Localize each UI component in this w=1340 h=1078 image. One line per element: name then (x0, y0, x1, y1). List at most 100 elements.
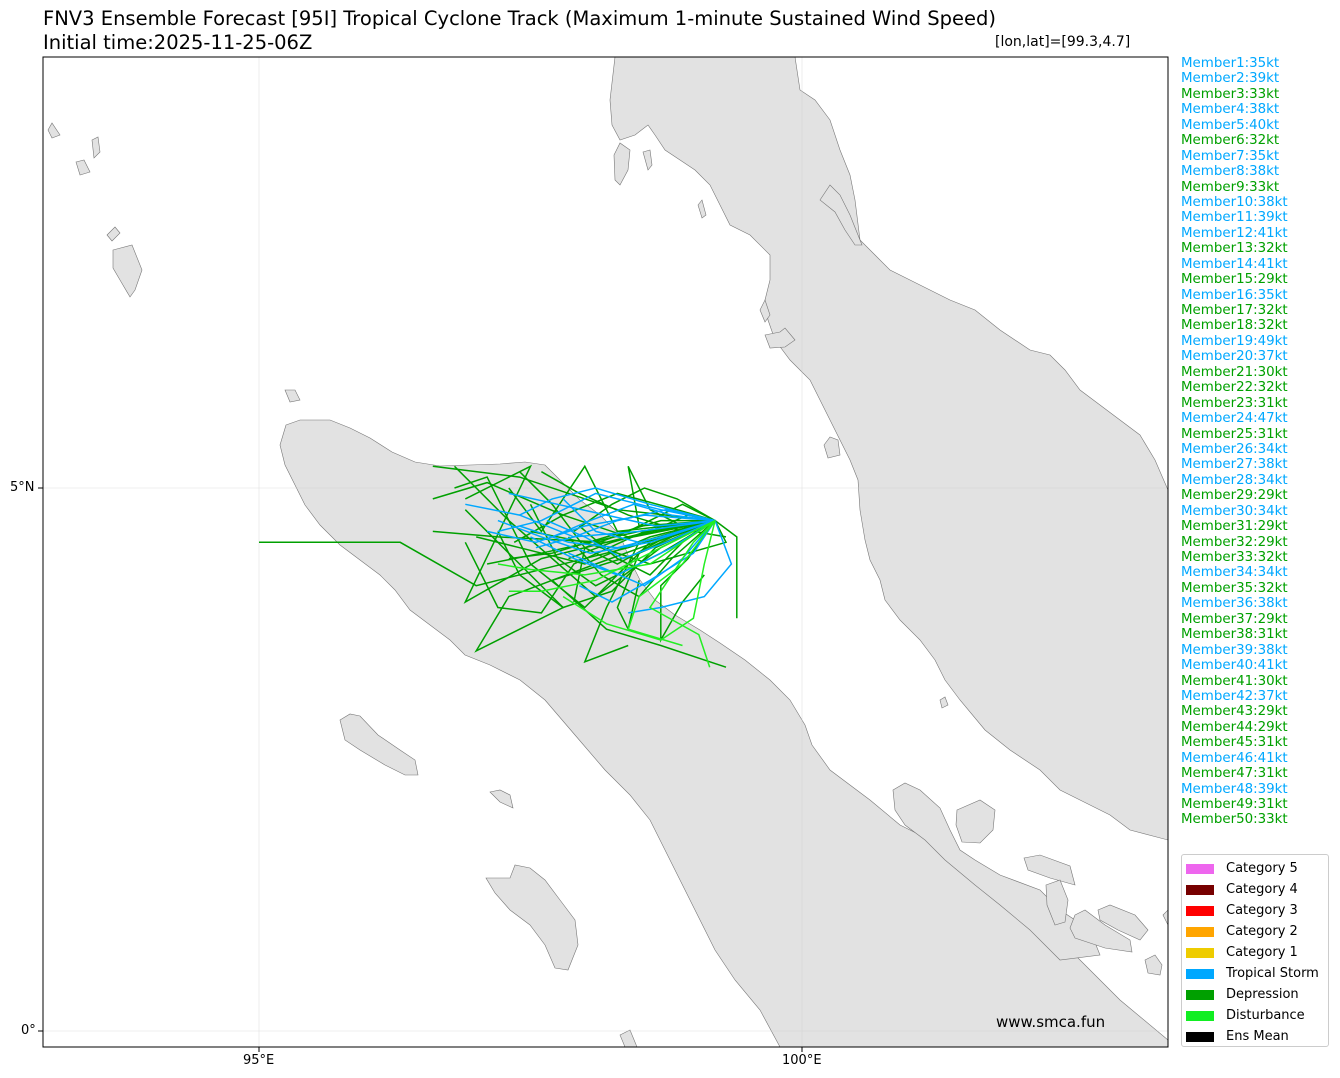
track-line (627, 520, 716, 647)
member-entry: Member15:29kt (1181, 272, 1288, 288)
island (1097, 904, 1149, 941)
member-list: Member1:35kt Member2:39kt Member3:33kt Memb… (1181, 56, 1288, 828)
member-entry: Member4:38kt (1181, 102, 1280, 118)
member-entry: Member48:39kt (1181, 781, 1288, 797)
member-entry: Member31:29kt (1181, 519, 1288, 535)
track-layer (259, 464, 738, 668)
member-entry: Member40:41kt (1181, 658, 1288, 674)
watermark: www.smca.fun (996, 1013, 1106, 1031)
island (1144, 954, 1163, 976)
track-line (513, 492, 716, 543)
track-line (476, 519, 716, 565)
track-line (648, 520, 716, 668)
island (112, 244, 143, 298)
island (939, 696, 949, 709)
track-line (616, 519, 716, 632)
member-entry: Member30:34kt (1181, 503, 1288, 519)
island (819, 184, 863, 246)
island (1023, 854, 1076, 886)
member-entry: Member17:32kt (1181, 303, 1288, 318)
landmass (47, 57, 1168, 1047)
island (489, 789, 514, 809)
legend-item: Category 1 (1182, 942, 1328, 963)
legend-item: Ens Mean (1182, 1026, 1328, 1047)
member-entry: Member38:31kt (1181, 627, 1288, 643)
track-line (546, 519, 716, 560)
malay-peninsula (609, 57, 1168, 841)
legend-swatch (1186, 1010, 1214, 1021)
island (1045, 879, 1069, 926)
member-entry: Member34:34kt (1181, 565, 1288, 581)
member-entry: Member50:33kt (1181, 812, 1288, 828)
legend-label: Ens Mean (1226, 1029, 1289, 1044)
member-entry: Member20:37kt (1181, 349, 1288, 365)
track-line (508, 464, 716, 533)
member-entry: Member24:47kt (1181, 411, 1288, 427)
member-entry: Member33:32kt (1181, 550, 1288, 565)
legend-item: Category 2 (1182, 921, 1328, 942)
member-entry: Member43:29kt (1181, 704, 1288, 720)
island (284, 389, 301, 403)
island (613, 142, 631, 186)
legend-label: Category 1 (1226, 945, 1298, 960)
island (764, 327, 796, 349)
island (642, 149, 653, 171)
legend-swatch (1186, 989, 1214, 1000)
track-line (562, 520, 716, 641)
island (955, 799, 996, 844)
legend-item: Category 4 (1182, 879, 1328, 900)
island (75, 159, 91, 176)
legend-item: Category 3 (1182, 900, 1328, 921)
legend-label: Depression (1226, 987, 1299, 1002)
member-entry: Member6:32kt (1181, 133, 1280, 149)
legend-swatch (1186, 1031, 1214, 1042)
track-line (535, 508, 716, 549)
chart-title: FNV3 Ensemble Forecast [95I] Tropical Cy… (43, 7, 996, 30)
legend-label: Disturbance (1226, 1008, 1305, 1023)
member-entry: Member8:38kt (1181, 164, 1280, 180)
member-entry: Member27:38kt (1181, 457, 1288, 473)
legend-swatch (1186, 926, 1214, 937)
track-line (519, 471, 716, 549)
legend-label: Category 2 (1226, 924, 1298, 939)
member-entry: Member11:39kt (1181, 210, 1288, 226)
track-line (432, 465, 716, 522)
track-line (508, 519, 716, 592)
track-line (519, 487, 716, 522)
lat-tick-label-5: 5°N (10, 480, 35, 495)
member-entry: Member12:41kt (1181, 225, 1288, 241)
member-entry: Member7:35kt (1181, 148, 1280, 164)
island (91, 136, 101, 159)
legend-item: Category 5 (1182, 858, 1328, 879)
track-line (508, 519, 716, 560)
member-entry: Member2:39kt (1181, 71, 1280, 87)
member-entry: Member28:34kt (1181, 472, 1288, 488)
member-entry: Member42:37kt (1181, 688, 1288, 704)
member-entry: Member19:49kt (1181, 333, 1288, 349)
legend-item: Depression (1182, 984, 1328, 1005)
legend-swatch (1186, 905, 1214, 916)
member-entry: Member13:32kt (1181, 241, 1288, 257)
axis-ticks (38, 487, 803, 1052)
track-line (628, 520, 733, 614)
member-entry: Member46:41kt (1181, 750, 1288, 766)
member-entry: Member10:38kt (1181, 194, 1288, 210)
lon-tick-label-95: 95°E (243, 1053, 275, 1068)
legend-swatch (1186, 947, 1214, 958)
member-entry: Member14:41kt (1181, 256, 1288, 272)
member-entry: Member9:33kt (1181, 179, 1280, 195)
track-line (568, 520, 716, 587)
island (106, 226, 121, 242)
track-line (579, 520, 716, 603)
member-entry: Member29:29kt (1181, 488, 1288, 504)
island (47, 122, 61, 139)
island (485, 864, 579, 971)
member-entry: Member39:38kt (1181, 642, 1288, 658)
member-entry: Member37:29kt (1181, 611, 1288, 627)
legend-label: Category 5 (1226, 861, 1298, 876)
member-entry: Member35:32kt (1181, 580, 1288, 596)
legend-label: Category 3 (1226, 903, 1298, 918)
legend-label: Tropical Storm (1226, 966, 1319, 981)
legend-label: Category 4 (1226, 882, 1298, 897)
